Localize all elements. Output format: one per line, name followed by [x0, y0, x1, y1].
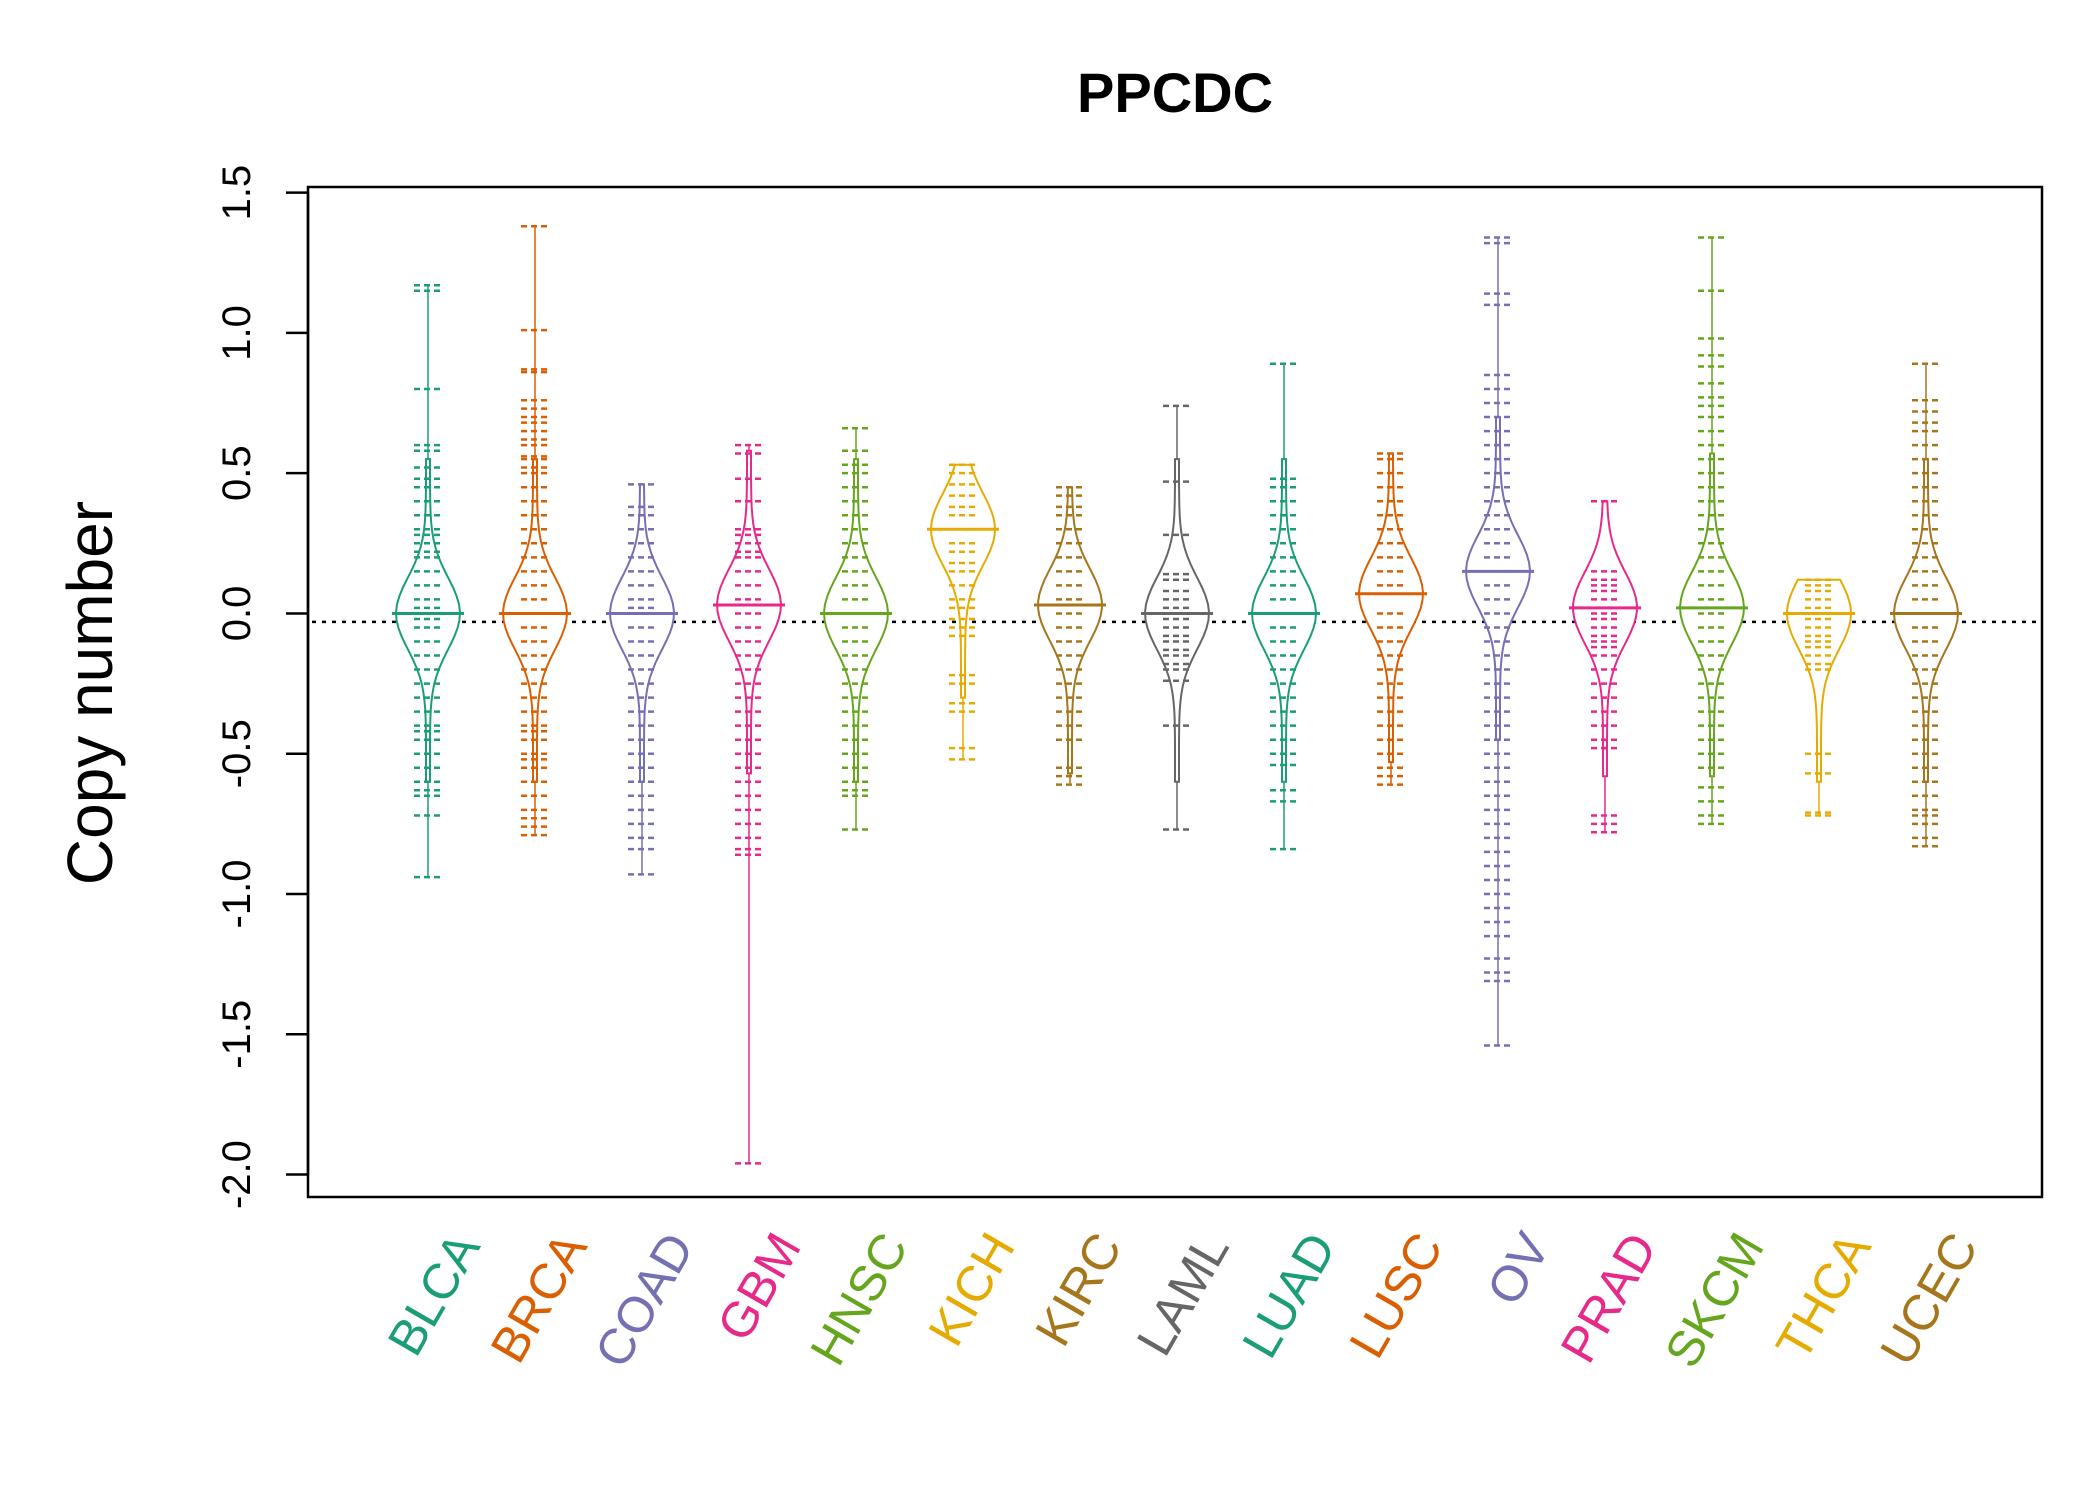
x-tick-label-blca: BLCA	[377, 1223, 491, 1365]
bean-lusc	[1355, 452, 1427, 786]
x-tick-label-ov: OV	[1476, 1223, 1561, 1314]
y-tick-label: 1.0	[215, 305, 259, 361]
bean-kich	[927, 463, 999, 761]
bean-hnsc	[820, 427, 892, 831]
bean-brca	[499, 225, 571, 837]
y-tick-label: -2.0	[215, 1140, 259, 1209]
y-tick-label: -1.0	[215, 860, 259, 929]
y-axis: -2.0 -1.5 -1.0 -0.5 0.0 0.5 1.0 1.5	[215, 165, 310, 1209]
bean-ov	[1462, 236, 1534, 1047]
x-tick-label-prad: PRAD	[1550, 1224, 1668, 1372]
y-axis-label: Copy number	[54, 501, 126, 885]
y-tick-label: -1.5	[215, 1000, 259, 1069]
bean-skcm	[1676, 236, 1748, 826]
x-tick-label-thca: THCA	[1765, 1223, 1882, 1369]
bean-gbm	[713, 443, 785, 1165]
y-tick-label: -0.5	[215, 719, 259, 788]
bean-ucec	[1890, 362, 1962, 848]
bean-density	[1143, 458, 1211, 783]
bean-luad	[1248, 362, 1320, 851]
beans	[392, 225, 1962, 1165]
bean-laml	[1141, 404, 1213, 831]
x-tick-label-kich: KICH	[917, 1224, 1025, 1355]
x-tick-label-hnsc: HNSC	[799, 1224, 918, 1375]
bean-density	[1250, 458, 1318, 783]
bean-density	[394, 458, 462, 783]
bean-thca	[1783, 578, 1855, 817]
bean-density	[929, 463, 997, 699]
x-tick-label-skcm: SKCM	[1654, 1224, 1775, 1377]
bean-prad	[1569, 499, 1641, 834]
bean-density	[1678, 452, 1746, 778]
x-tick-label-kirc: KIRC	[1024, 1224, 1132, 1355]
y-tick-label: 0.5	[215, 445, 259, 501]
bean-density	[822, 458, 890, 783]
bean-density	[1464, 416, 1532, 741]
x-tick-label-gbm: GBM	[706, 1224, 811, 1351]
x-tick-label-laml: LAML	[1126, 1224, 1240, 1365]
y-tick-label: 0.0	[215, 586, 259, 642]
bean-blca	[392, 283, 464, 879]
x-tick-label-coad: COAD	[584, 1224, 705, 1377]
bean-coad	[606, 483, 678, 876]
chart-title: PPCDC	[1077, 61, 1273, 124]
bean-density	[1892, 458, 1960, 783]
x-tick-label-brca: BRCA	[480, 1223, 598, 1372]
bean-density	[1572, 500, 1638, 778]
bean-density	[501, 458, 569, 783]
x-tick-label-lusc: LUSC	[1339, 1224, 1454, 1368]
bean-kirc	[1034, 485, 1106, 786]
bean-density	[1785, 578, 1853, 783]
bean-density	[1357, 452, 1425, 764]
y-tick-label: 1.5	[215, 165, 259, 221]
x-tick-label-luad: LUAD	[1232, 1224, 1347, 1368]
bean-density	[1037, 486, 1103, 775]
x-tick-label-ucec: UCEC	[1869, 1224, 1988, 1375]
